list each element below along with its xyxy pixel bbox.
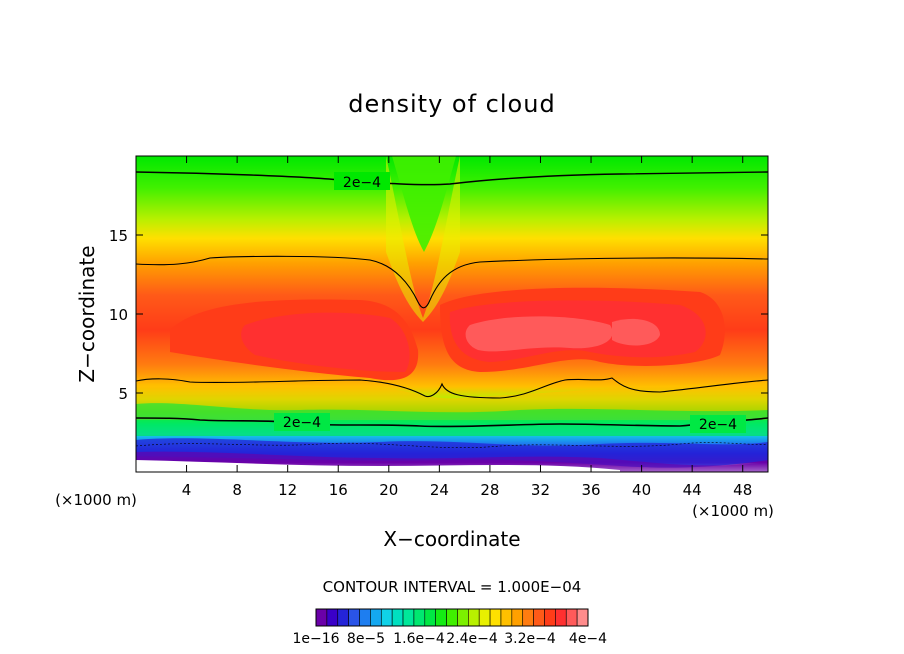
colorbar-swatch	[489, 608, 502, 627]
colorbar-swatch	[326, 608, 339, 627]
plot-area: 2e−4 2e−4 2e−4 4 8 12 16 20 24 28 32 36 40 44 48 51…	[109, 155, 769, 499]
colorbar-swatch	[380, 608, 393, 627]
x-tick-label: 16	[329, 481, 348, 499]
contour-line-bottom	[136, 442, 768, 449]
colorbar-label: 1e−16	[292, 631, 339, 647]
colorbar-swatch	[359, 608, 371, 627]
chart-title: density of cloud	[348, 90, 555, 118]
x-axis-label: X−coordinate	[383, 527, 520, 551]
colorbar-swatch	[544, 608, 556, 627]
x-tick-label: 8	[232, 481, 242, 499]
contour-fill-core-left-inner	[241, 312, 410, 372]
y-tick-label: 15	[109, 227, 128, 245]
colorbar-swatch	[315, 608, 328, 627]
colorbar-swatch	[565, 608, 578, 627]
colorbar-swatch	[468, 608, 480, 627]
x-tick-label: 24	[430, 481, 449, 499]
colorbar-swatch	[348, 608, 360, 627]
colorbar-swatch	[370, 608, 382, 627]
colorbar-label: 8e−5	[347, 631, 385, 647]
x-tick-label: 40	[632, 481, 651, 499]
colorbar-swatch	[402, 608, 415, 627]
colorbar-label: 2.4e−4	[446, 631, 498, 647]
y-tick-label: 5	[118, 385, 128, 403]
contour-line-dip	[136, 255, 768, 309]
contour-line-lower	[136, 417, 768, 428]
colorbar-swatch	[337, 608, 349, 627]
contour-label-text: 2e−4	[699, 417, 737, 433]
colorbar-swatch	[522, 608, 534, 627]
contour-interval-text: CONTOUR INTERVAL = 1.000E−04	[323, 578, 582, 596]
contour-label-top: 2e−4	[334, 172, 390, 191]
colorbar: 1e−16 8e−5 1.6e−4 2.4e−4 3.2e−4 4e−4	[292, 608, 607, 647]
contour-label-lower-right: 2e−4	[690, 415, 746, 433]
colorbar-label: 4e−4	[569, 631, 607, 647]
x-tick-label: 4	[182, 481, 192, 499]
colorbar-swatch	[391, 608, 404, 627]
colorbar-swatch	[533, 608, 545, 627]
y-axis-ticks: 5 10 15	[109, 227, 768, 403]
contour-label-lower-left: 2e−4	[274, 413, 330, 431]
contour-fill-core-right-peak-2	[612, 318, 660, 346]
contour-line-mid	[136, 377, 768, 399]
x-axis-ticks: 4 8 12 16 20 24 28 32 36 40 44 48	[182, 156, 752, 499]
x-unit-left: (×1000 m)	[55, 491, 137, 509]
x-tick-label: 48	[733, 481, 752, 499]
x-tick-label: 12	[278, 481, 297, 499]
x-tick-label: 44	[683, 481, 702, 499]
y-tick-label: 10	[109, 306, 128, 324]
colorbar-swatch	[413, 608, 426, 627]
contour-fill-dip-green	[392, 156, 456, 252]
colorbar-swatch	[555, 608, 567, 627]
contour-fill-core-right-peak	[465, 316, 613, 352]
colorbar-swatch	[424, 608, 436, 627]
contour-fill-bottom-white	[136, 460, 620, 472]
colorbar-swatch	[576, 608, 589, 627]
x-tick-label: 32	[531, 481, 550, 499]
colorbar-swatch	[511, 608, 524, 627]
colorbar-swatch	[446, 608, 458, 627]
x-tick-label: 28	[480, 481, 499, 499]
colorbar-frame	[315, 608, 589, 627]
colorbar-swatch	[478, 608, 491, 627]
colorbar-label: 3.2e−4	[504, 631, 556, 647]
colorbar-swatch	[457, 608, 469, 627]
colorbar-label: 1.6e−4	[393, 631, 445, 647]
contour-label-text: 2e−4	[343, 175, 381, 191]
colorbar-swatch	[435, 608, 447, 627]
contour-line-top	[136, 171, 768, 186]
contour-label-text: 2e−4	[283, 415, 321, 431]
x-unit-right: (×1000 m)	[692, 502, 774, 520]
x-tick-label: 20	[379, 481, 398, 499]
y-axis-label: Z−coordinate	[75, 245, 99, 382]
colorbar-swatch	[500, 608, 513, 627]
x-tick-label: 36	[581, 481, 600, 499]
